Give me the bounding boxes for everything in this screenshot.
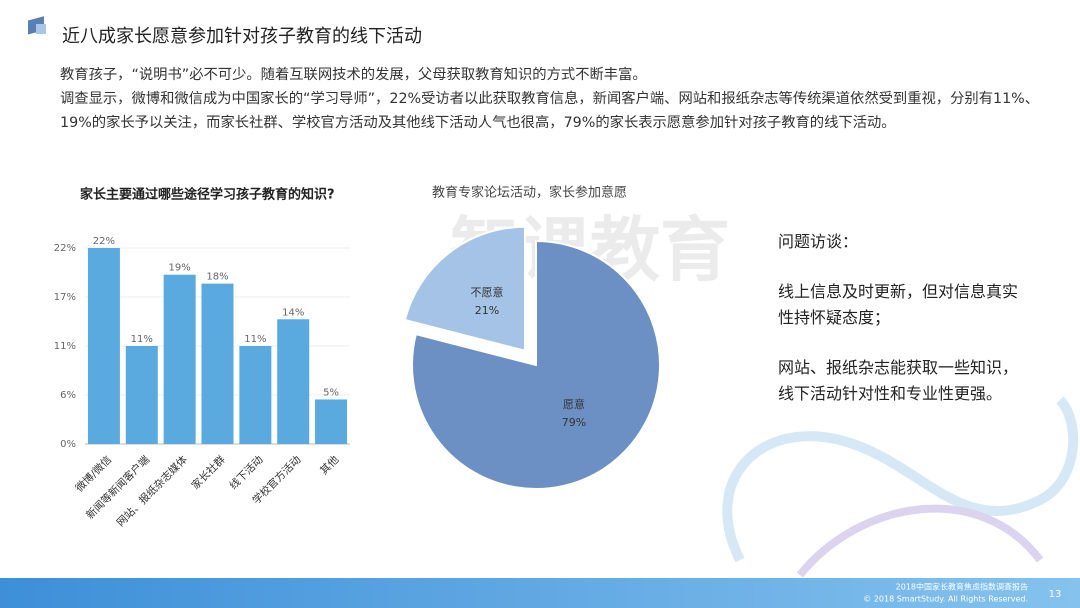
x-tick-label: 线下活动: [227, 453, 266, 492]
pie-slice: [403, 225, 526, 353]
bar: [277, 319, 310, 444]
bar: [163, 274, 196, 444]
x-tick-label: 其他: [317, 453, 341, 477]
chart-title: 家长主要通过哪些途径学习孩子教育的知识?: [80, 187, 335, 203]
slice-label: 不愿意: [470, 285, 503, 299]
y-tick-label: 22%: [54, 243, 76, 254]
footer-report: 2018中国家长教育焦虑指数调查报告: [896, 582, 1028, 592]
value-label: 22%: [93, 236, 115, 247]
intro-paragraph: 调查显示，微博和微信成为中国家长的“学习导师”，22%受访者以此获取教育信息，新…: [60, 91, 1040, 131]
y-tick-label: 0%: [60, 439, 76, 450]
value-label: 18%: [206, 272, 228, 283]
bar: [125, 346, 158, 444]
y-tick-label: 6%: [60, 390, 76, 401]
bar: [87, 248, 120, 444]
intro-paragraph: 教育孩子，“说明书”必不可少。随着互联网技术的发展，父母获取教育知识的方式不断丰…: [60, 67, 647, 83]
interview-line: 问题访谈：: [778, 232, 859, 251]
value-label: 19%: [169, 263, 191, 274]
slice-value: 21%: [475, 304, 499, 317]
slice-value: 79%: [562, 416, 586, 429]
interview-line: 线上信息及时更新，但对信息真实性持怀疑态度；: [778, 282, 1019, 327]
x-tick-label: 网站、报纸杂志媒体: [114, 453, 190, 529]
footer-copyright: © 2018 SmartStudy. All Rights Reserved.: [863, 595, 1028, 604]
value-label: 11%: [131, 334, 153, 345]
chart-title: 教育专家论坛活动，家长参加意愿: [432, 185, 627, 201]
value-label: 14%: [282, 307, 304, 318]
intro: 教育孩子，“说明书”必不可少。随着互联网技术的发展，父母获取教育知识的方式不断丰…: [60, 63, 1050, 135]
pie-slice: [411, 239, 661, 490]
value-label: 11%: [244, 334, 266, 345]
y-tick-label: 11%: [54, 341, 76, 352]
decor: [28, 16, 1079, 578]
x-tick-label: 新闻等新闻客户端: [83, 453, 152, 522]
interview-line: 网站、报纸杂志能获取一些知识，线下活动针对性和专业性更强。: [778, 358, 1019, 403]
slide-title: 近八成家长愿意参加针对孩子教育的线下活动: [62, 26, 422, 47]
interview: 问题访谈： 线上信息及时更新，但对信息真实性持怀疑态度； 网站、报纸杂志能获取一…: [778, 229, 1018, 431]
slice-label: 愿意: [563, 397, 585, 411]
value-label: 5%: [323, 387, 339, 398]
footer-band: [0, 578, 1080, 608]
page-number: 13: [1049, 589, 1062, 600]
bar: [239, 346, 272, 444]
bar: [201, 283, 234, 444]
y-tick-label: 17%: [54, 292, 76, 303]
x-tick-label: 家长社群: [189, 453, 228, 492]
bar: [315, 399, 348, 444]
